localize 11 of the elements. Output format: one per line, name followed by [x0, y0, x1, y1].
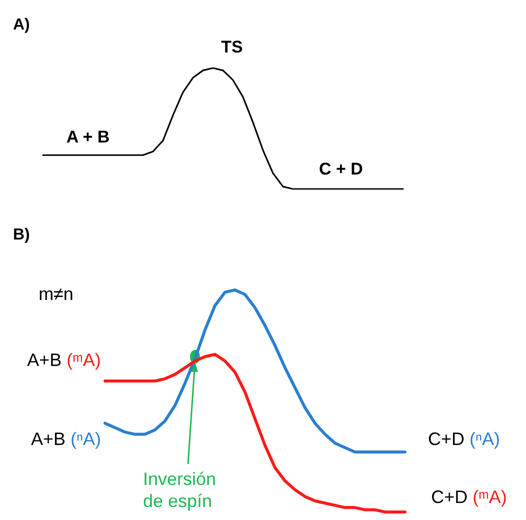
text: C+D (ⁿA) [428, 429, 500, 449]
chart-title: A) [13, 16, 30, 34]
annotation: Inversión de espín [143, 469, 216, 511]
annotation: A+B (ᵐA) [27, 350, 101, 370]
text: m≠n [38, 284, 74, 304]
annotation: A + B [66, 128, 110, 146]
text: TS [221, 38, 243, 56]
chart-title: B) [13, 226, 30, 244]
annotation: C + D [319, 160, 363, 178]
text: C+D (ᵐA) [431, 487, 507, 507]
annotation: A+B (ⁿA) [30, 429, 102, 449]
